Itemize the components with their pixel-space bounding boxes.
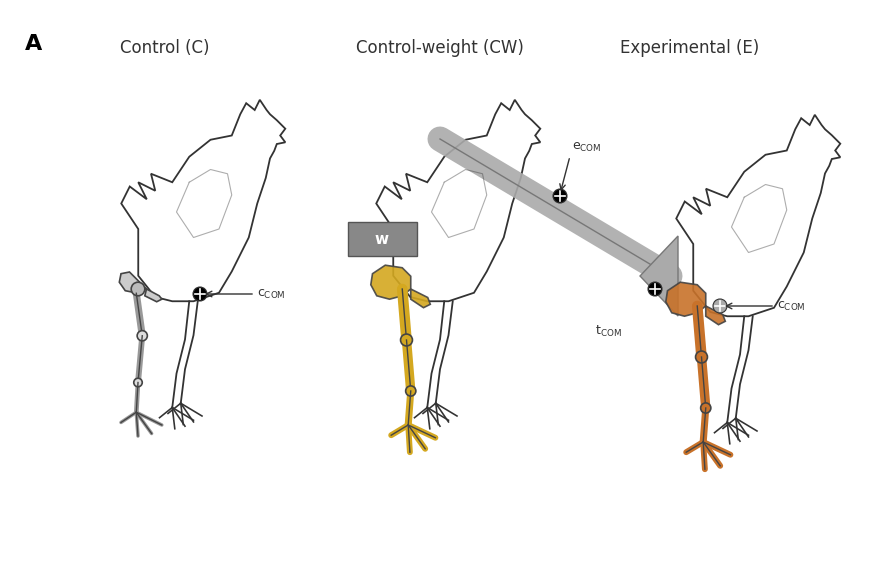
Text: Experimental (E): Experimental (E) <box>621 39 760 57</box>
Text: c$_{\mathrm{COM}}$: c$_{\mathrm{COM}}$ <box>257 287 285 301</box>
Circle shape <box>701 403 711 413</box>
Text: Control (C): Control (C) <box>120 39 210 57</box>
Circle shape <box>193 287 207 301</box>
Circle shape <box>648 282 662 296</box>
Text: e$_{\mathrm{COM}}$: e$_{\mathrm{COM}}$ <box>572 141 601 154</box>
Polygon shape <box>145 289 162 302</box>
Polygon shape <box>120 272 147 293</box>
Text: A: A <box>25 34 42 54</box>
Text: t$_{\mathrm{COM}}$: t$_{\mathrm{COM}}$ <box>595 324 622 339</box>
Circle shape <box>131 282 145 296</box>
Circle shape <box>406 386 416 396</box>
Text: Control-weight (CW): Control-weight (CW) <box>356 39 524 57</box>
Circle shape <box>401 334 412 346</box>
Text: c$_{\mathrm{COM}}$: c$_{\mathrm{COM}}$ <box>777 300 806 312</box>
Polygon shape <box>640 236 678 316</box>
Circle shape <box>713 299 727 313</box>
Polygon shape <box>677 115 841 317</box>
Polygon shape <box>371 265 411 299</box>
FancyBboxPatch shape <box>348 222 417 256</box>
Circle shape <box>553 189 567 203</box>
Polygon shape <box>121 100 285 301</box>
Polygon shape <box>411 289 430 308</box>
Polygon shape <box>666 282 705 316</box>
Circle shape <box>134 378 142 387</box>
Circle shape <box>137 331 148 341</box>
Polygon shape <box>376 100 540 301</box>
Circle shape <box>696 351 707 363</box>
Text: w: w <box>375 231 389 246</box>
Polygon shape <box>705 306 725 325</box>
